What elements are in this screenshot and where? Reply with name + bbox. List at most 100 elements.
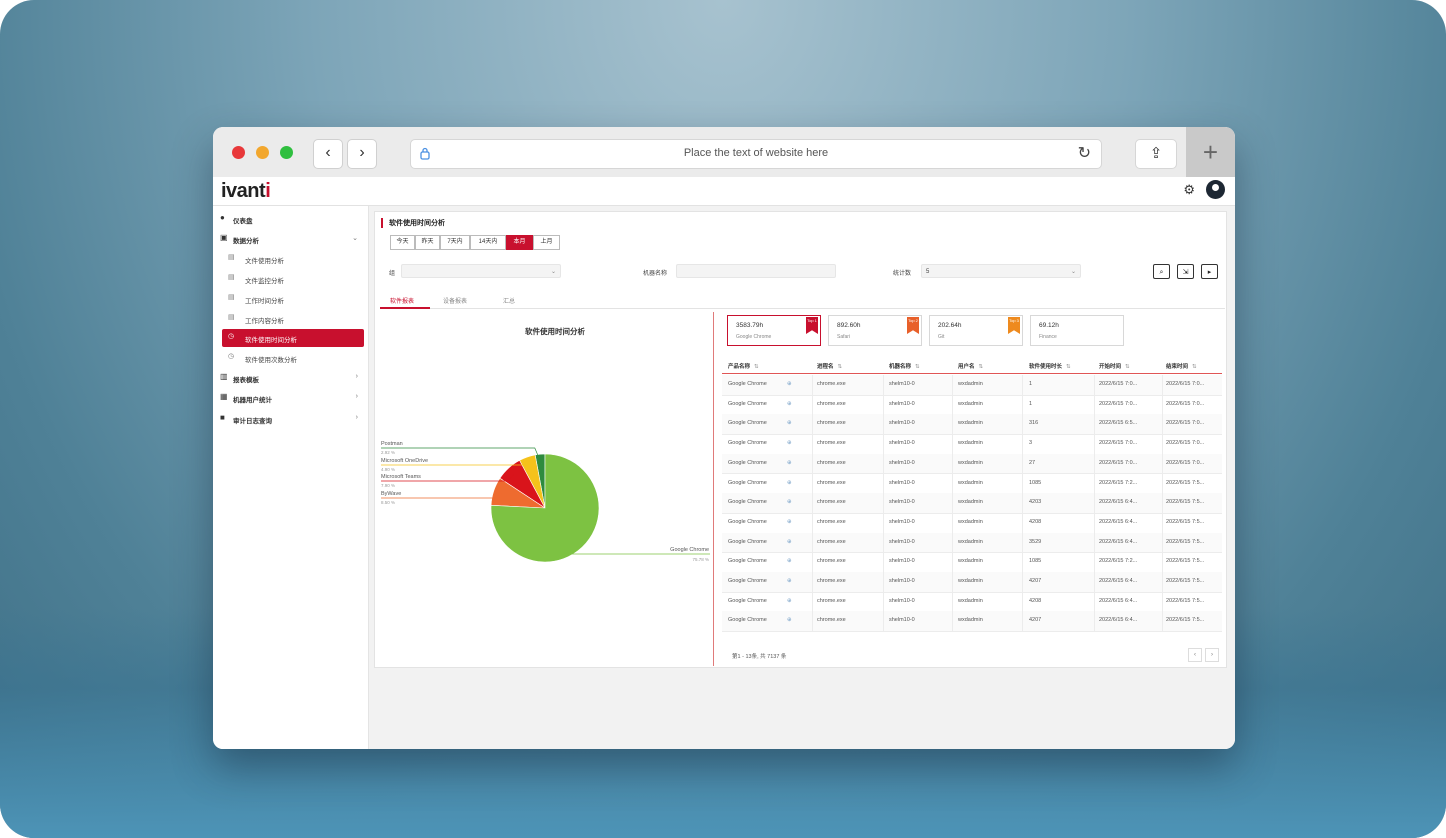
top-card-3[interactable]: 202.64h Git Top 3	[929, 315, 1023, 346]
prev-page-button[interactable]: ‹	[1188, 648, 1202, 662]
info-icon[interactable]: ⊕	[787, 597, 792, 604]
sidebar-item-software-count[interactable]: ◷ 软件使用次数分析	[213, 349, 368, 367]
column-label: 进程名	[817, 364, 834, 370]
table-row[interactable]: Google Chrome ⊕ chrome.exe shelm10-0 wxdadmi…	[722, 512, 1222, 534]
col-duration[interactable]: 软件使用时长 ⇅	[1029, 362, 1071, 370]
reload-icon[interactable]: ↻	[1077, 145, 1091, 162]
group-select[interactable]: ⌄	[401, 264, 561, 278]
clock-icon: ◷	[228, 333, 235, 340]
avatar[interactable]	[1206, 180, 1225, 199]
col-user[interactable]: 用户名 ⇅	[958, 362, 983, 370]
table-row[interactable]: Google Chrome ⊕ chrome.exe shelm10-0 wxdadmi…	[722, 611, 1222, 633]
column-divider	[1162, 532, 1163, 553]
table-cell: Google Chrome	[728, 499, 767, 506]
column-divider	[1162, 414, 1163, 435]
table-cell: 2022/6/15 7:0...	[1166, 440, 1205, 447]
range-last-month[interactable]: 上月	[533, 235, 560, 250]
info-icon[interactable]: ⊕	[787, 459, 792, 466]
table-cell: chrome.exe	[817, 597, 846, 604]
top-card-4[interactable]: 69.12h Finance	[1030, 315, 1124, 346]
sidebar-item-work-content[interactable]: ▤ 工作内容分析	[213, 310, 368, 328]
machine-icon: ▦	[220, 392, 228, 401]
column-divider	[883, 591, 884, 612]
info-icon[interactable]: ⊕	[787, 538, 792, 545]
info-icon[interactable]: ⊕	[787, 440, 792, 447]
table-row[interactable]: Google Chrome ⊕ chrome.exe shelm10-0 wxdadmi…	[722, 591, 1222, 613]
tab-software-report[interactable]: 软件报表	[390, 299, 415, 305]
table-cell: wxdadmin	[958, 381, 983, 387]
column-divider	[812, 453, 813, 474]
info-icon[interactable]: ⊕	[787, 518, 792, 525]
share-button[interactable]: ⇪	[1135, 139, 1177, 169]
info-icon[interactable]: ⊕	[787, 400, 792, 407]
top-card-2[interactable]: 892.60h Safari Top 2	[828, 315, 922, 346]
table-row[interactable]: Google Chrome ⊕ chrome.exe shelm10-0 wxdadmi…	[722, 453, 1222, 475]
lock-icon	[420, 147, 430, 160]
address-bar[interactable]: Place the text of website here ↻	[410, 139, 1102, 169]
sidebar-item-machine-stats[interactable]: ▦ 机器用户统计 ›	[213, 389, 368, 407]
info-icon[interactable]: ⊕	[787, 479, 792, 486]
back-button[interactable]: ‹	[313, 139, 343, 169]
column-label: 结束时间	[1166, 364, 1189, 370]
info-icon[interactable]: ⊕	[787, 617, 792, 624]
col-product[interactable]: 产品名称 ⇅	[728, 362, 759, 370]
column-divider	[883, 493, 884, 513]
sidebar-item-data-analysis[interactable]: ▣ 数据分析 ⌄	[213, 230, 368, 248]
pie-slice-google-chrome[interactable]	[490, 453, 600, 563]
table-row[interactable]: Google Chrome ⊕ chrome.exe shelm10-0 wxdadmi…	[722, 532, 1222, 554]
table-cell: chrome.exe	[817, 499, 846, 506]
range-7-days[interactable]: 7天内	[440, 235, 470, 250]
run-button[interactable]: ▸	[1201, 264, 1218, 279]
topn-select[interactable]: 5 ⌄	[921, 264, 1081, 278]
table-row[interactable]: Google Chrome ⊕ chrome.exe shelm10-0 wxdadmi…	[722, 552, 1222, 573]
maximize-window-dot[interactable]	[280, 146, 293, 159]
table-cell: chrome.exe	[817, 400, 846, 407]
info-icon[interactable]: ⊕	[787, 558, 792, 565]
table-row[interactable]: Google Chrome ⊕ chrome.exe shelm10-0 wxdadmi…	[722, 375, 1222, 396]
sidebar-item-dashboard[interactable]: ● 仪表盘	[213, 210, 368, 228]
column-divider	[1022, 434, 1023, 454]
gear-icon[interactable]: ⚙	[1183, 182, 1195, 197]
ivanti-logo[interactable]: ivanti	[221, 180, 271, 203]
range-this-month[interactable]: 本月	[506, 235, 533, 250]
table-row[interactable]: Google Chrome ⊕ chrome.exe shelm10-0 wxdadmi…	[722, 394, 1222, 416]
table-row[interactable]: Google Chrome ⊕ chrome.exe shelm10-0 wxdadmi…	[722, 572, 1222, 593]
chevron-down-icon: ⌄	[550, 269, 556, 275]
sidebar-item-file-usage[interactable]: ▤ 文件使用分析	[213, 250, 368, 268]
search-button[interactable]: ⌕	[1153, 264, 1170, 279]
close-window-dot[interactable]	[232, 146, 245, 159]
table-cell: 316	[1029, 420, 1039, 427]
sidebar-item-software-time[interactable]: ◷ 软件使用时间分析	[222, 329, 364, 347]
minimize-window-dot[interactable]	[256, 146, 269, 159]
range-today[interactable]: 今天	[390, 235, 415, 250]
table-row[interactable]: Google Chrome ⊕ chrome.exe shelm10-0 wxdadmi…	[722, 493, 1222, 514]
tab-device-report[interactable]: 设备报表	[443, 299, 468, 305]
sidebar-item-report-templates[interactable]: ▥ 报表模板 ›	[213, 369, 368, 387]
col-end[interactable]: 结束时间 ⇅	[1166, 362, 1197, 370]
col-process[interactable]: 进程名 ⇅	[817, 362, 842, 370]
info-icon[interactable]: ⊕	[787, 578, 792, 584]
top-card-1[interactable]: 3583.79h Google Chrome Top 1	[727, 315, 821, 346]
info-icon[interactable]: ⊕	[787, 381, 792, 387]
table-row[interactable]: Google Chrome ⊕ chrome.exe shelm10-0 wxdadmi…	[722, 434, 1222, 455]
info-icon[interactable]: ⊕	[787, 420, 792, 427]
column-divider	[1094, 434, 1095, 454]
new-tab-button[interactable]: +	[1186, 127, 1235, 177]
export-button[interactable]: ⇲	[1177, 264, 1194, 279]
logo-accent: i	[265, 180, 271, 202]
next-page-button[interactable]: ›	[1205, 648, 1219, 662]
range-14-days[interactable]: 14天内	[470, 235, 506, 250]
sidebar-item-work-time[interactable]: ▤ 工作时间分析	[213, 290, 368, 308]
info-icon[interactable]: ⊕	[787, 499, 792, 506]
sidebar-item-audit-log[interactable]: ■ 审计日志查询 ›	[213, 410, 368, 428]
sidebar-item-file-monitor[interactable]: ▤ 文件监控分析	[213, 270, 368, 288]
table-row[interactable]: Google Chrome ⊕ chrome.exe shelm10-0 wxdadmi…	[722, 414, 1222, 436]
machine-name-input[interactable]	[676, 264, 836, 278]
table-row[interactable]: Google Chrome ⊕ chrome.exe shelm10-0 wxdadmi…	[722, 473, 1222, 495]
col-start[interactable]: 开始时间 ⇅	[1099, 362, 1130, 370]
range-yesterday[interactable]: 昨天	[415, 235, 440, 250]
log-icon: ■	[220, 413, 225, 422]
col-machine[interactable]: 机器名称 ⇅	[889, 362, 920, 370]
tab-summary[interactable]: 汇总	[503, 299, 516, 305]
forward-button[interactable]: ›	[347, 139, 377, 169]
